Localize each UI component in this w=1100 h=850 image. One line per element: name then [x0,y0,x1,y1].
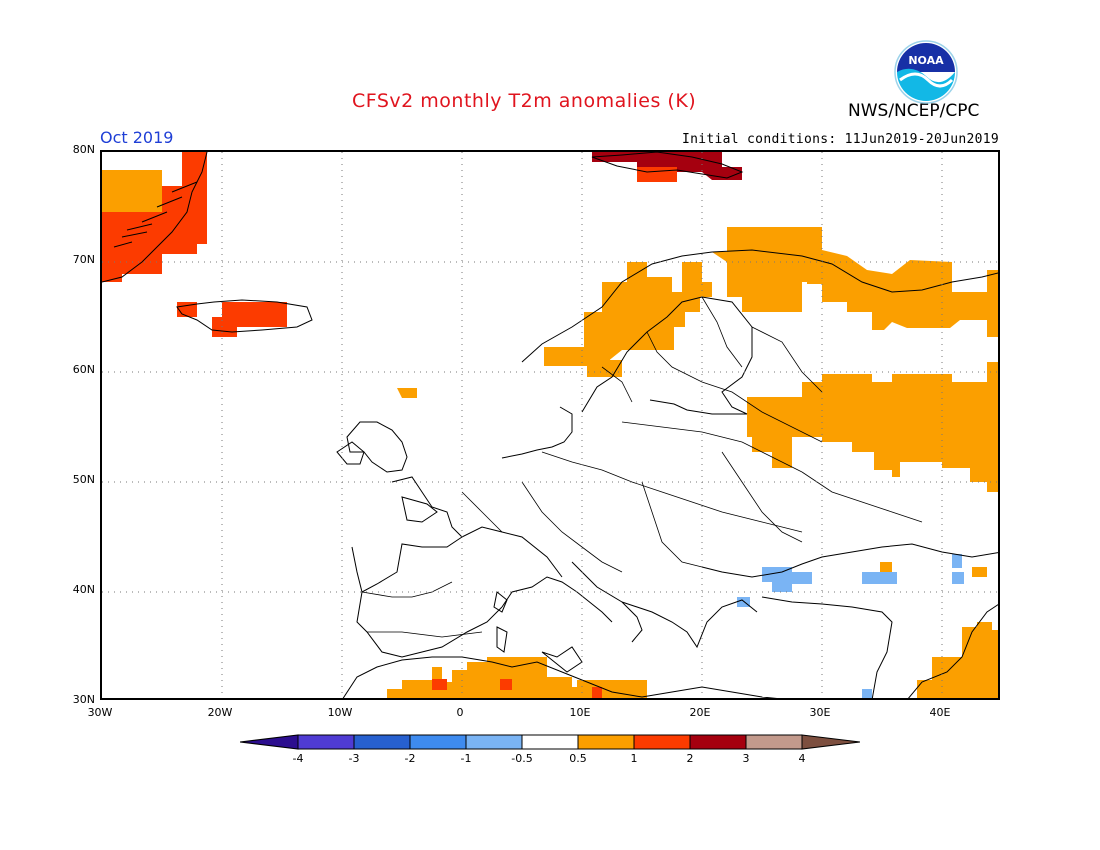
colorbar-segment [465,734,523,750]
lon-label-20e: 20E [689,706,711,719]
colorbar-label: 2 [686,752,694,765]
lat-label-80n: 80N [72,143,95,156]
colorbar-segment [577,734,635,750]
colorbar-label: -3 [348,752,360,765]
anomaly-warm-2-to-3 [592,152,742,180]
colorbar-segment [745,734,803,750]
map-title: CFSv2 monthly T2m anomalies (K) [352,90,697,112]
colorbar-label: 1 [630,752,638,765]
colorbar-segment [689,734,747,750]
initial-conditions: Initial conditions: 11Jun2019-20Jun2019 [682,132,999,147]
lat-label-40n: 40N [72,583,95,596]
graticule [102,152,998,698]
forecast-month: Oct 2019 [100,128,174,147]
colorbar-segment [521,734,579,750]
lon-label-30e: 30E [809,706,831,719]
anomaly-warm-1-to-2 [102,152,677,698]
lat-label-60n: 60N [72,363,95,376]
anomaly-warm-0-5-to-1 [102,152,998,698]
colorbar-label: 0.5 [569,752,587,765]
lat-label-70n: 70N [72,253,95,266]
colorbar-segment [633,734,691,750]
noaa-logo: NOAA [894,40,958,104]
anomaly-map [102,152,998,698]
colorbar-segment [801,734,860,750]
colorbar-segment [409,734,467,750]
colorbar-label: -4 [292,752,304,765]
colorbar-label: 4 [798,752,806,765]
colorbar-segment [240,734,299,750]
colorbar [240,734,860,750]
lon-label-10w: 10W [327,706,353,719]
lon-label-30w: 30W [87,706,113,719]
colorbar-label: 3 [742,752,750,765]
colorbar-label: -1 [460,752,472,765]
coastlines [102,152,998,698]
noaa-logo-text: NOAA [908,54,944,67]
colorbar-segment [297,734,355,750]
colorbar-label: -2 [404,752,416,765]
lat-label-30n: 30N [72,693,95,706]
colorbar-segment [353,734,411,750]
lon-label-10e: 10E [569,706,591,719]
colorbar-label: -0.5 [511,752,533,765]
lon-label-20w: 20W [207,706,233,719]
lon-label-0: 0 [456,706,464,719]
org-label: NWS/NCEP/CPC [848,101,980,121]
anomaly-cool-minus-1-to-minus-0-5 [737,554,964,698]
lat-label-50n: 50N [72,473,95,486]
map-panel [100,150,1000,700]
lon-label-40e: 40E [929,706,951,719]
